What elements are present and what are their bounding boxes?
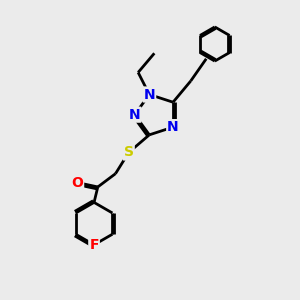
Text: F: F (89, 238, 99, 252)
Text: N: N (167, 120, 179, 134)
Text: O: O (71, 176, 83, 190)
Text: N: N (143, 88, 155, 101)
Text: S: S (124, 146, 134, 160)
Text: N: N (129, 108, 140, 122)
